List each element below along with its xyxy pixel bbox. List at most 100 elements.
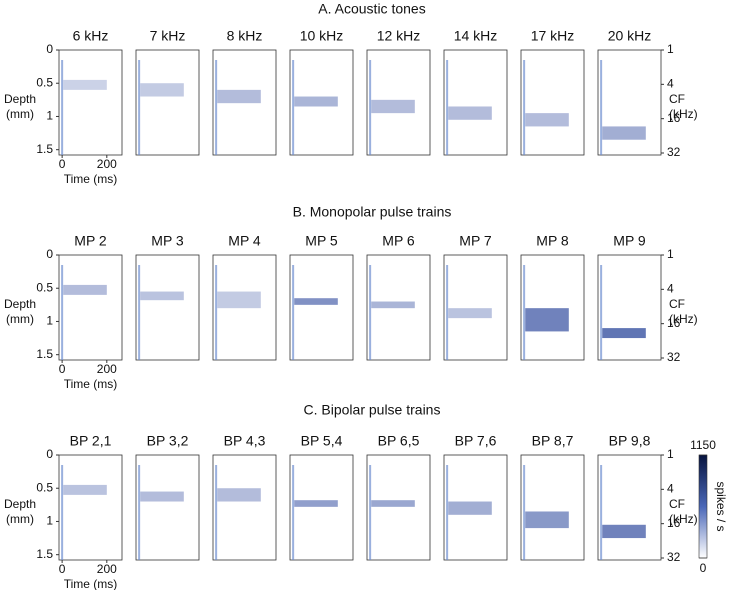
response-band	[140, 83, 184, 97]
response-band	[602, 126, 646, 140]
onset-stripe	[292, 60, 295, 155]
onset-stripe	[292, 465, 295, 560]
response-band	[448, 106, 492, 120]
y2-tick-label: 1	[667, 247, 674, 261]
y-label: (mm)	[6, 512, 34, 526]
y-tick-label: 1	[46, 109, 53, 123]
y-label: Depth	[4, 92, 36, 106]
onset-stripe	[215, 465, 218, 560]
y2-label: CF	[669, 92, 685, 106]
response-band	[140, 491, 184, 502]
section-title: B. Monopolar pulse trains	[293, 204, 452, 220]
panel-frame	[520, 49, 585, 156]
panel-title: BP 4,3	[224, 433, 266, 449]
panel-title: 7 kHz	[150, 28, 186, 44]
y2-label: CF	[669, 497, 685, 511]
y2-label: CF	[669, 297, 685, 311]
panel-frame	[289, 254, 354, 361]
response-band	[63, 484, 107, 495]
response-band	[371, 500, 415, 507]
panel-frame	[443, 454, 508, 561]
section-title: A. Acoustic tones	[318, 1, 425, 17]
y-label: Depth	[4, 497, 36, 511]
onset-stripe	[292, 265, 295, 360]
response-band	[448, 501, 492, 515]
onset-stripe	[446, 465, 449, 560]
onset-stripe	[138, 265, 141, 360]
y-tick-label: 0.5	[36, 480, 53, 494]
panel-title: BP 6,5	[378, 433, 420, 449]
y2-tick-label: 32	[667, 550, 681, 564]
panel-frame	[135, 49, 200, 156]
onset-stripe	[369, 465, 372, 560]
panel-title: 8 kHz	[227, 28, 263, 44]
response-band	[371, 99, 415, 114]
panel-frame	[366, 49, 431, 156]
onset-stripe	[523, 60, 526, 155]
y2-tick-label: 4	[667, 282, 674, 296]
response-band	[525, 511, 569, 529]
response-band	[294, 96, 338, 107]
y-tick-label: 1.5	[36, 547, 53, 561]
panel-title: BP 2,1	[70, 433, 112, 449]
y-tick-label: 0	[46, 247, 53, 261]
panel-frame	[443, 254, 508, 361]
panel-title: BP 5,4	[301, 433, 343, 449]
panel-frame	[135, 454, 200, 561]
panel-frame	[597, 49, 662, 156]
response-band	[140, 291, 184, 301]
onset-stripe	[369, 60, 372, 155]
response-band	[602, 328, 646, 339]
x-tick-label: 0	[59, 562, 66, 576]
panel-title: 10 kHz	[300, 28, 344, 44]
response-band	[294, 298, 338, 305]
panel-title: MP 9	[613, 233, 646, 249]
response-band	[63, 79, 107, 90]
x-label: Time (ms)	[64, 172, 118, 186]
x-tick-label: 200	[97, 157, 117, 171]
panel-frame	[212, 254, 277, 361]
x-tick-label: 0	[59, 362, 66, 376]
onset-stripe	[600, 465, 603, 560]
panel-title: BP 7,6	[455, 433, 497, 449]
panel-frame	[443, 49, 508, 156]
response-band	[371, 301, 415, 309]
onset-stripe	[138, 465, 141, 560]
panel-frame	[520, 454, 585, 561]
colorbar-label: spikes / s	[714, 481, 728, 531]
response-band	[294, 500, 338, 507]
panel-frame	[366, 454, 431, 561]
y-tick-label: 0	[46, 42, 53, 56]
y2-tick-label: 16	[667, 316, 681, 330]
y2-label: (kHz)	[669, 107, 698, 121]
panel-frame	[597, 454, 662, 561]
x-tick-label: 200	[97, 562, 117, 576]
onset-stripe	[215, 60, 218, 155]
panel-title: BP 8,7	[532, 433, 574, 449]
response-band	[525, 113, 569, 127]
panel-frame	[58, 49, 123, 156]
y2-tick-label: 4	[667, 77, 674, 91]
y-label: Depth	[4, 297, 36, 311]
x-label: Time (ms)	[64, 377, 118, 391]
panel-frame	[212, 454, 277, 561]
panel-title: 20 kHz	[608, 28, 652, 44]
panel-frame	[212, 49, 277, 156]
response-band	[63, 284, 107, 295]
x-tick-label: 200	[97, 362, 117, 376]
y-tick-label: 1	[46, 314, 53, 328]
panel-title: MP 5	[305, 233, 338, 249]
panel-frame	[289, 49, 354, 156]
y2-tick-label: 1	[667, 447, 674, 461]
y-tick-label: 1.5	[36, 142, 53, 156]
panel-title: BP 3,2	[147, 433, 189, 449]
onset-stripe	[523, 465, 526, 560]
colorbar-tick-label: 1150	[690, 438, 716, 452]
panel-frame	[597, 254, 662, 361]
panel-title: BP 9,8	[609, 433, 651, 449]
panel-title: 17 kHz	[531, 28, 575, 44]
y-tick-label: 1.5	[36, 347, 53, 361]
panel-title: MP 2	[74, 233, 107, 249]
y2-tick-label: 32	[667, 350, 681, 364]
